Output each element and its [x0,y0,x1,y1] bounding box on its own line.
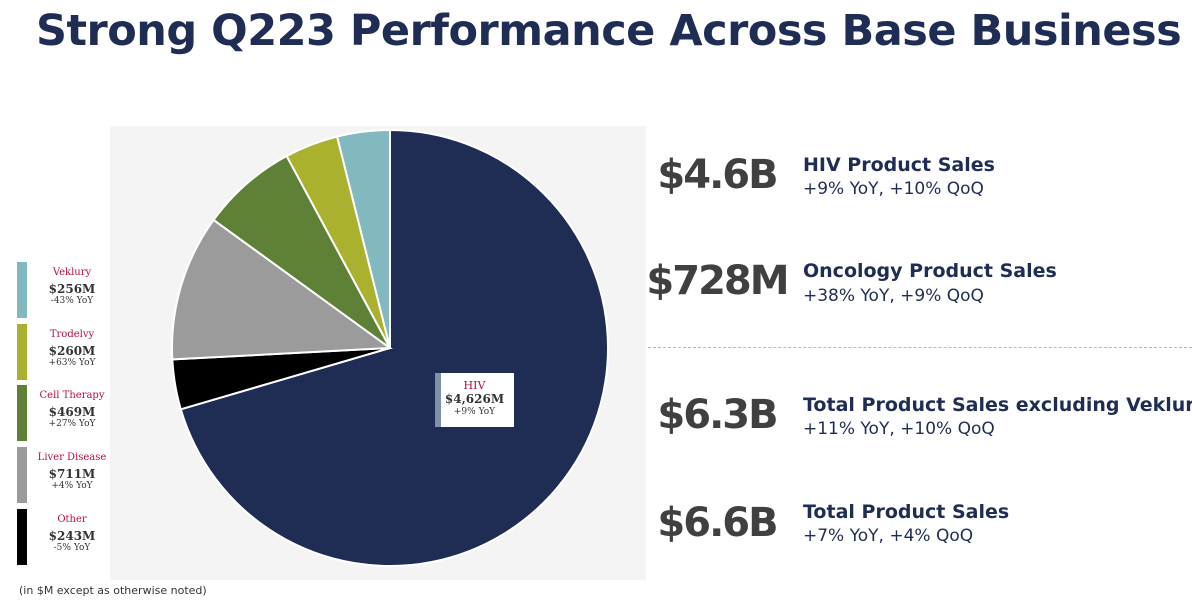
legend-value: $243M [48,529,96,543]
legend-swatch [17,262,27,318]
legend-name: Trodelvy [49,329,95,340]
legend-yoy: +63% YoY [48,358,96,368]
pie-chart [171,128,609,567]
legend-item-veklury: Veklury $256M -43% YoY [17,262,113,318]
metric-total-value: $6.6B [657,500,778,546]
metric-total-ex-veklury-value: $6.3B [657,392,778,438]
legend-yoy: +27% YoY [48,419,96,429]
legend-name: Veklury [52,267,92,278]
legend-name: Other [57,514,87,525]
legend-swatch [17,385,27,441]
hiv-label-accent [435,373,441,427]
legend-yoy: -5% YoY [53,543,91,553]
legend-swatch [17,447,27,503]
metric-hiv-value: $4.6B [657,152,778,198]
metric-oncology-title: Oncology Product Sales [803,260,1057,282]
pie-chart-panel [110,126,646,580]
pie-slice-veklury [335,128,391,349]
legend-item-cell-therapy: Cell Therapy $469M +27% YoY [17,385,113,441]
metric-total-ex-veklury-sub: +11% YoY, +10% QoQ [803,419,995,439]
pie-slice-liver-disease [171,218,393,361]
legend-value: $260M [48,344,96,358]
legend-yoy: +4% YoY [51,481,93,491]
hiv-label-yoy: +9% YoY [453,407,496,417]
legend-item-other: Other $243M -5% YoY [17,509,113,565]
hiv-label-name: HIV [463,379,486,392]
legend-value: $256M [48,282,96,296]
legend-value: $711M [48,467,96,481]
hiv-label-value: $4,626M [444,392,505,406]
metric-hiv-title: HIV Product Sales [803,154,995,176]
section-divider [648,347,1192,348]
units-footnote: (in $M except as otherwise noted) [19,584,207,597]
legend-item-trodelvy: Trodelvy $260M +63% YoY [17,324,113,380]
metric-hiv-sub: +9% YoY, +10% QoQ [803,179,984,199]
metric-total-title: Total Product Sales [803,501,1010,523]
legend-item-liver-disease: Liver Disease $711M +4% YoY [17,447,113,503]
legend-swatch [17,324,27,380]
metric-total-sub: +7% YoY, +4% QoQ [803,526,974,546]
legend-yoy: -43% YoY [50,296,94,306]
page-title: Strong Q223 Performance Across Base Busi… [36,6,1182,56]
metric-oncology-value: $728M [646,258,789,304]
pie-slice-hiv [179,128,609,567]
metric-total-ex-veklury-title: Total Product Sales excluding Veklury [803,394,1192,416]
legend-name: Cell Therapy [39,390,105,401]
legend-swatch [17,509,27,565]
hiv-data-label: HIV $4,626M +9% YoY [435,373,514,427]
legend-name: Liver Disease [37,452,107,463]
metric-oncology-sub: +38% YoY, +9% QoQ [803,286,984,306]
legend-value: $469M [48,405,96,419]
